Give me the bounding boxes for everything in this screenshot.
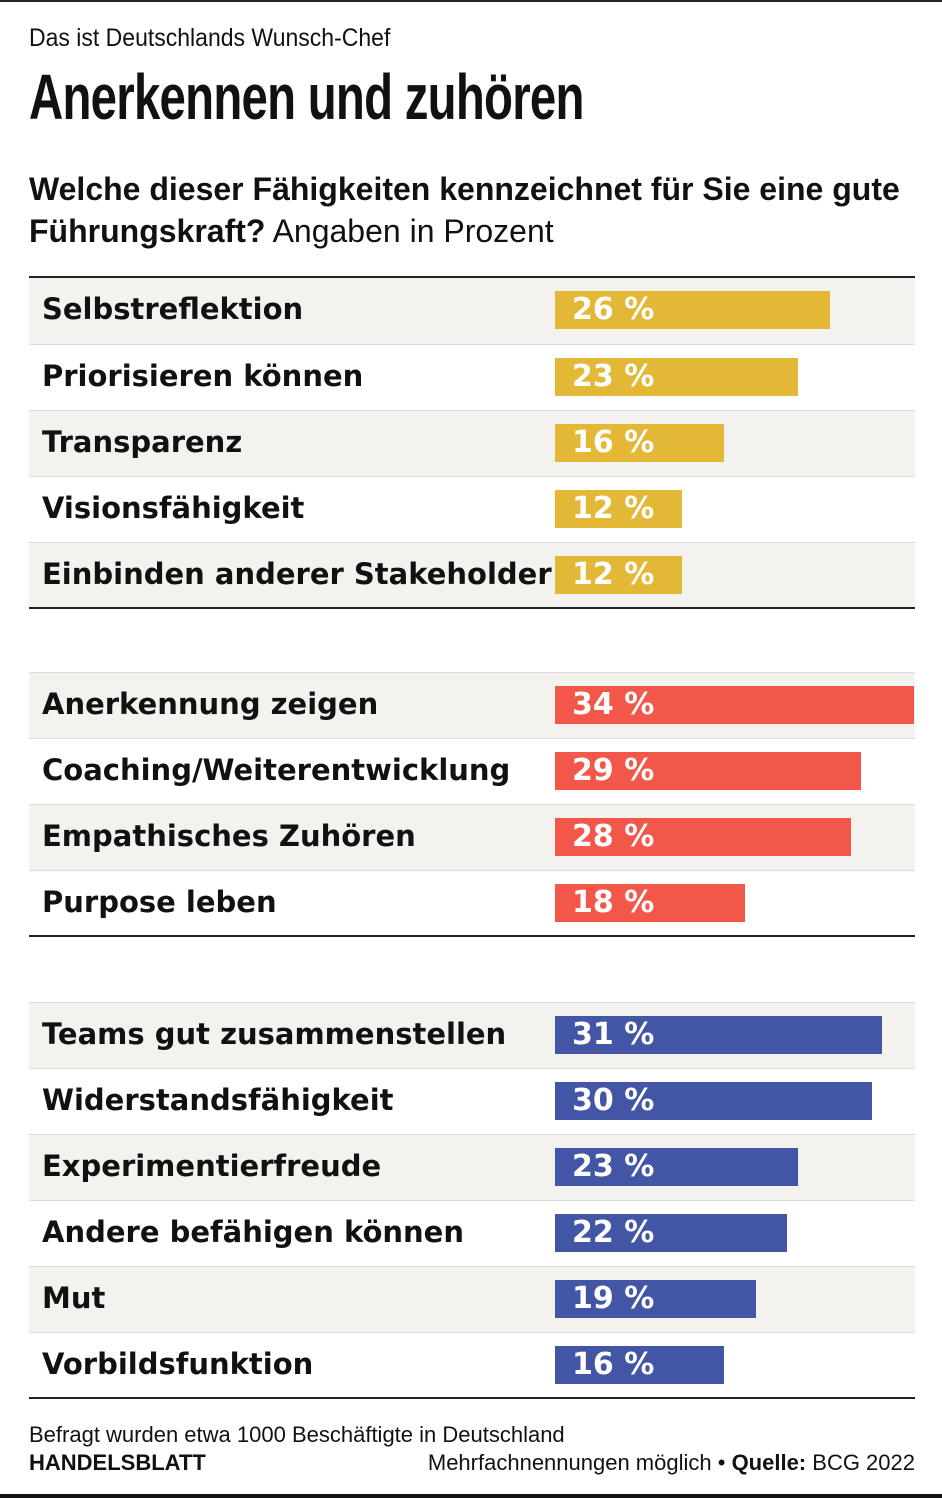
bar-row: Empathisches Zuhören 28 % xyxy=(29,804,915,870)
source-line: Mehrfachnennungen möglich • Quelle: BCG … xyxy=(428,1450,915,1476)
bar: 18 % xyxy=(555,884,746,922)
bar: 23 % xyxy=(555,358,798,396)
bar-row: Andere befähigen können 22 % xyxy=(29,1200,915,1266)
category-label: Empathisches Zuhören xyxy=(42,819,416,853)
chart-question: Welche dieser Fähigkeiten kennzeichnet f… xyxy=(29,168,929,252)
value-label: 23 % xyxy=(572,1149,655,1184)
category-label: Selbstreflektion xyxy=(42,292,304,326)
group-bottom-rule xyxy=(29,935,915,937)
bar: 16 % xyxy=(555,424,724,462)
category-label: Teams gut zusammenstellen xyxy=(42,1017,507,1051)
bar-row: Purpose leben 18 % xyxy=(29,870,915,936)
value-label: 23 % xyxy=(572,359,655,394)
multiple-note: Mehrfachnennungen möglich • xyxy=(427,1450,726,1475)
bar-row: Widerstandsfähigkeit 30 % xyxy=(29,1068,915,1134)
question-unit: Angaben in Prozent xyxy=(272,213,554,249)
category-label: Transparenz xyxy=(42,425,243,459)
bar-row: Teams gut zusammenstellen 31 % xyxy=(29,1002,915,1068)
bar-row: Coaching/Weiterentwicklung 29 % xyxy=(29,738,915,804)
bar-row: Selbstreflektion 26 % xyxy=(29,278,915,344)
bar: 16 % xyxy=(555,1346,724,1384)
category-label: Widerstandsfähigkeit xyxy=(42,1083,394,1117)
category-label: Coaching/Weiterentwicklung xyxy=(42,753,511,787)
category-label: Purpose leben xyxy=(42,885,277,919)
bar: 23 % xyxy=(555,1148,798,1186)
source: BCG 2022 xyxy=(812,1450,915,1475)
group-bottom-rule xyxy=(29,1397,915,1399)
category-label: Vorbildsfunktion xyxy=(42,1347,314,1381)
bar-row: Mut 19 % xyxy=(29,1266,915,1332)
source-label: Quelle: xyxy=(731,1450,807,1475)
bar-row: Einbinden anderer Stakeholder 12 % xyxy=(29,542,915,608)
bar: 31 % xyxy=(555,1016,883,1054)
value-label: 16 % xyxy=(572,1347,655,1382)
value-label: 22 % xyxy=(572,1215,655,1250)
category-label: Anerkennung zeigen xyxy=(42,687,379,721)
value-label: 26 % xyxy=(572,292,655,327)
category-label: Experimentierfreude xyxy=(42,1149,382,1183)
bar: 22 % xyxy=(555,1214,788,1252)
bar: 19 % xyxy=(555,1280,756,1318)
value-label: 12 % xyxy=(572,557,655,592)
bar: 12 % xyxy=(555,556,682,594)
bar: 34 % xyxy=(555,686,914,724)
value-label: 30 % xyxy=(572,1083,655,1118)
top-rule xyxy=(0,0,942,2)
bar: 30 % xyxy=(555,1082,872,1120)
category-label: Einbinden anderer Stakeholder xyxy=(42,557,552,591)
value-label: 34 % xyxy=(572,687,655,722)
group-top-rule xyxy=(29,276,915,278)
bar-row: Experimentierfreude 23 % xyxy=(29,1134,915,1200)
value-label: 12 % xyxy=(572,491,655,526)
category-label: Priorisieren können xyxy=(42,359,364,393)
bar: 12 % xyxy=(555,490,682,528)
value-label: 18 % xyxy=(572,885,655,920)
value-label: 16 % xyxy=(572,425,655,460)
bar-row: Visionsfähigkeit 12 % xyxy=(29,476,915,542)
bar-row: Vorbildsfunktion 16 % xyxy=(29,1332,915,1398)
bar: 28 % xyxy=(555,818,851,856)
bar-row: Transparenz 16 % xyxy=(29,410,915,476)
bottom-rule xyxy=(0,1494,942,1498)
category-label: Mut xyxy=(42,1281,106,1315)
group-bottom-rule xyxy=(29,607,915,609)
survey-note: Befragt wurden etwa 1000 Beschäftigte in… xyxy=(29,1422,565,1447)
value-label: 31 % xyxy=(572,1017,655,1052)
bar-row: Anerkennung zeigen 34 % xyxy=(29,672,915,738)
category-label: Andere befähigen können xyxy=(42,1215,464,1249)
question-text: Welche dieser Fähigkeiten kennzeichnet f… xyxy=(29,171,900,249)
value-label: 19 % xyxy=(572,1281,655,1316)
category-label: Visionsfähigkeit xyxy=(42,491,305,525)
brand-logo: HANDELSBLATT xyxy=(29,1450,206,1475)
bar-row: Priorisieren können 23 % xyxy=(29,344,915,410)
bar: 29 % xyxy=(555,752,862,790)
bar: 26 % xyxy=(555,291,830,329)
page-title: Anerkennen und zuhören xyxy=(29,61,584,133)
kicker: Das ist Deutschlands Wunsch-Chef xyxy=(29,24,391,52)
value-label: 28 % xyxy=(572,819,655,854)
value-label: 29 % xyxy=(572,753,655,788)
